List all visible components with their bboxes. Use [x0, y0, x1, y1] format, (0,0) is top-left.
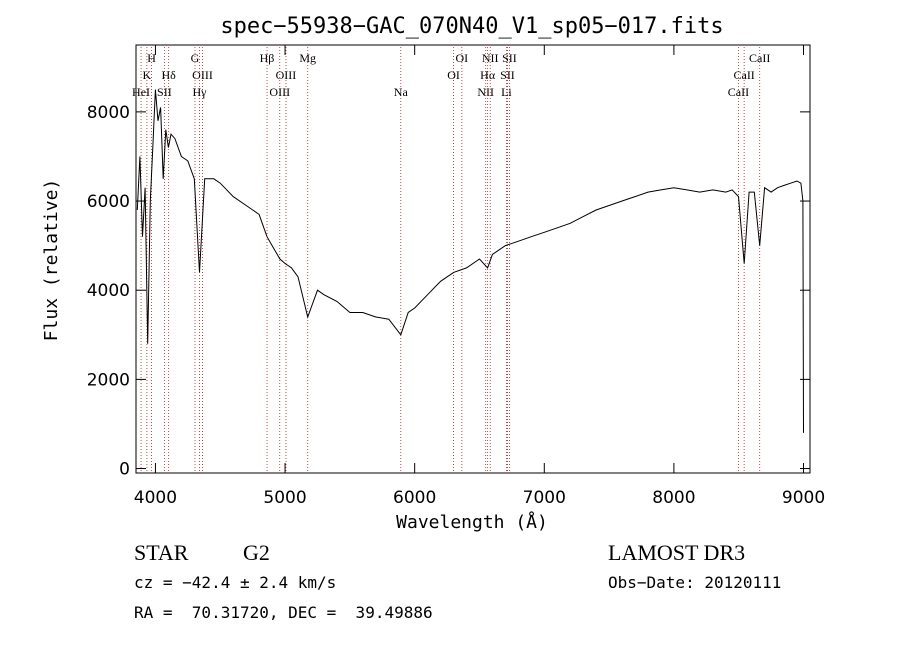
y-tick-label-4: 8000: [87, 103, 130, 123]
marker-label-21: CaII: [728, 85, 749, 99]
observation-date: Obs−Date: 20120111: [608, 573, 782, 592]
marker-label-15: NII: [477, 85, 494, 99]
marker-label-6: OIII: [192, 68, 213, 82]
x-tick-label-4: 8000: [652, 488, 695, 508]
marker-label-16: NII: [482, 51, 499, 65]
marker-label-20: Li: [501, 85, 512, 99]
marker-label-1: K: [143, 68, 152, 82]
marker-label-13: OI: [447, 68, 460, 82]
marker-label-18: SII: [500, 68, 515, 82]
marker-label-0: H: [147, 51, 156, 65]
plot-frame: [135, 44, 811, 474]
ra-dec-coordinates: RA = 70.31720, DEC = 39.49886: [134, 603, 433, 622]
marker-label-10: OIII: [276, 68, 297, 82]
marker-label-12: Na: [394, 85, 409, 99]
x-tick-label-1: 5000: [263, 488, 306, 508]
chart-title: spec−55938−GAC_070N40_V1_sp05−017.fits: [220, 14, 723, 39]
spectrum-line: [136, 89, 804, 433]
x-tick-label-3: 7000: [523, 488, 566, 508]
marker-label-2: HeI: [132, 85, 150, 99]
y-tick-label-1: 2000: [87, 370, 130, 390]
marker-label-19: SII: [502, 51, 517, 65]
y-axis-label: Flux (relative): [41, 179, 62, 342]
marker-label-22: CaII: [733, 68, 754, 82]
survey-name: LAMOST DR3: [608, 540, 746, 565]
x-axis: 4000 5000 6000 7000 8000 9000: [134, 45, 825, 508]
y-axis: 0 2000 4000 6000 8000: [87, 103, 810, 480]
x-axis-label: Wavelength (Å): [396, 511, 548, 533]
object-subclass: G2: [243, 540, 270, 565]
marker-label-14: OI: [456, 51, 469, 65]
marker-label-8: Hβ: [260, 51, 275, 65]
marker-label-17: Hα: [480, 68, 496, 82]
x-tick-label-2: 6000: [393, 488, 436, 508]
marker-label-9: OIII: [269, 85, 290, 99]
marker-label-5: G: [191, 51, 200, 65]
marker-label-4: Hδ: [161, 68, 176, 82]
marker-label-23: CaII: [749, 51, 770, 65]
redshift-cz: cz = −42.4 ± 2.4 km/s: [134, 573, 337, 592]
y-tick-label-2: 4000: [87, 281, 130, 301]
marker-label-11: Mg: [299, 51, 316, 65]
marker-label-7: Hγ: [193, 85, 208, 99]
object-class: STAR: [134, 540, 189, 565]
x-tick-label-0: 4000: [134, 488, 177, 508]
y-tick-label-0: 0: [119, 460, 130, 480]
x-tick-label-5: 9000: [782, 488, 825, 508]
marker-label-3: SII: [157, 85, 172, 99]
y-tick-label-3: 6000: [87, 192, 130, 212]
